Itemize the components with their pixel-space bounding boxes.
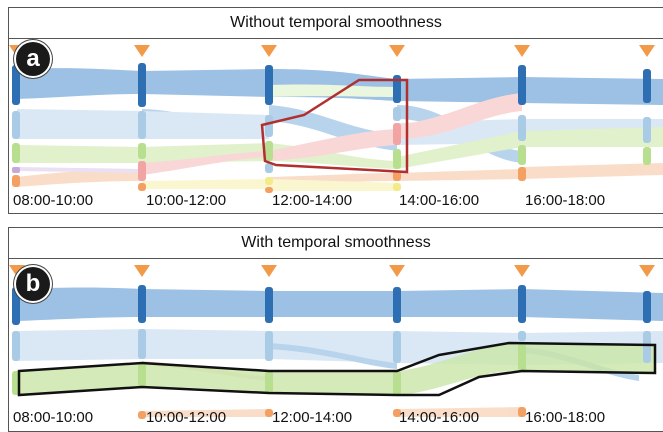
time-label: 12:00-14:00 [272,409,353,426]
node-columns [12,63,651,193]
time-markers [9,45,655,57]
flow-pink [142,151,269,175]
flow-pink [397,93,522,139]
flow-svg [9,45,663,193]
flow-dark-blue [142,69,269,97]
flow-dark-blue [397,77,522,103]
panel-title: Without temporal smoothness [9,8,663,39]
time-marker [514,45,530,57]
flow-dark-blue [269,291,397,317]
time-label: 08:00-10:00 [13,409,94,426]
flow-green-upper [269,84,397,97]
flow-diagram: a 08:00-10:00 10:00-12:00 12:00-14:00 14… [9,39,663,213]
panel-badge: b [16,267,50,301]
flow-dark-blue [17,68,142,99]
flow-pink [269,129,397,161]
flow-svg [9,265,663,419]
flow-diagram: b 08:00-10:00 10:00-12:00 12:00-14:00 14… [9,259,663,431]
node-columns [12,285,651,419]
flow-orange [522,163,663,179]
flow-dark-blue [522,77,663,105]
flow-yellow [269,179,397,191]
time-marker [639,265,655,277]
flow-green [522,127,663,147]
panel-with-smoothness: With temporal smoothness [8,227,663,432]
time-label: 16:00-18:00 [525,192,606,209]
time-marker [9,265,25,277]
flow-yellow [142,179,269,189]
time-label: 08:00-10:00 [13,192,94,209]
flow-green [17,145,142,163]
flows [17,68,663,191]
time-label: 16:00-18:00 [525,409,606,426]
flow-dark-blue [522,289,663,321]
flow-dark-blue [17,287,142,321]
time-marker [639,45,655,57]
flow-orange [397,407,522,417]
time-marker [389,265,405,277]
flow-orange [397,169,522,181]
time-marker [134,45,150,57]
time-marker [389,45,405,57]
panel-badge: a [16,42,50,76]
flow-green-smoothed [17,343,655,395]
time-label: 10:00-12:00 [146,409,227,426]
time-label: 14:00-16:00 [399,192,480,209]
flow-dark-blue [397,289,522,317]
time-marker [261,45,277,57]
panel-without-smoothness: Without temporal smoothness [8,7,663,214]
time-marker [261,265,277,277]
time-markers [9,265,655,277]
time-label: 14:00-16:00 [399,409,480,426]
flow-light-blue [17,109,142,139]
panel-title: With temporal smoothness [9,228,663,259]
flow-light-blue [269,331,397,363]
flow-dark-blue [142,289,269,317]
flow-green [397,131,522,169]
flow-light-blue [142,111,269,139]
flow-blue-cross [269,343,397,369]
time-label: 10:00-12:00 [146,192,227,209]
flow-orange [17,170,142,187]
flow-orange [142,409,269,417]
flow-light-blue [142,329,269,359]
flow-light-blue [17,329,142,361]
highlight-outline-black [17,341,657,397]
time-marker [134,265,150,277]
highlight-outline-red [260,78,409,174]
flow-purple [17,167,142,173]
time-label: 12:00-14:00 [272,192,353,209]
time-marker [514,265,530,277]
